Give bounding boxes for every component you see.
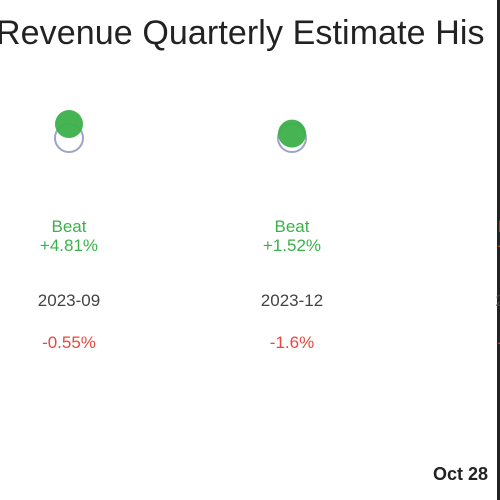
- period-label: 2023-09: [38, 291, 100, 310]
- surprise-label: Beat: [275, 217, 310, 236]
- chart-title: Revenue Quarterly Estimate His: [0, 14, 485, 52]
- footer-date: Oct 28: [433, 464, 489, 484]
- surprise-label: M: [498, 217, 500, 236]
- growth-label: -1.6%: [270, 333, 314, 352]
- growth-label: -0.55%: [42, 333, 96, 352]
- surprise-label: Beat: [52, 217, 87, 236]
- period-label: 20: [496, 291, 500, 310]
- surprise-percent-label: -0: [497, 236, 500, 255]
- surprise-percent-label: +4.81%: [40, 236, 98, 255]
- growth-label: -2: [497, 333, 500, 352]
- actual-marker: [278, 119, 306, 148]
- surprise-percent-label: +1.52%: [263, 236, 321, 255]
- actual-marker: [55, 110, 83, 139]
- period-label: 2023-12: [261, 291, 323, 310]
